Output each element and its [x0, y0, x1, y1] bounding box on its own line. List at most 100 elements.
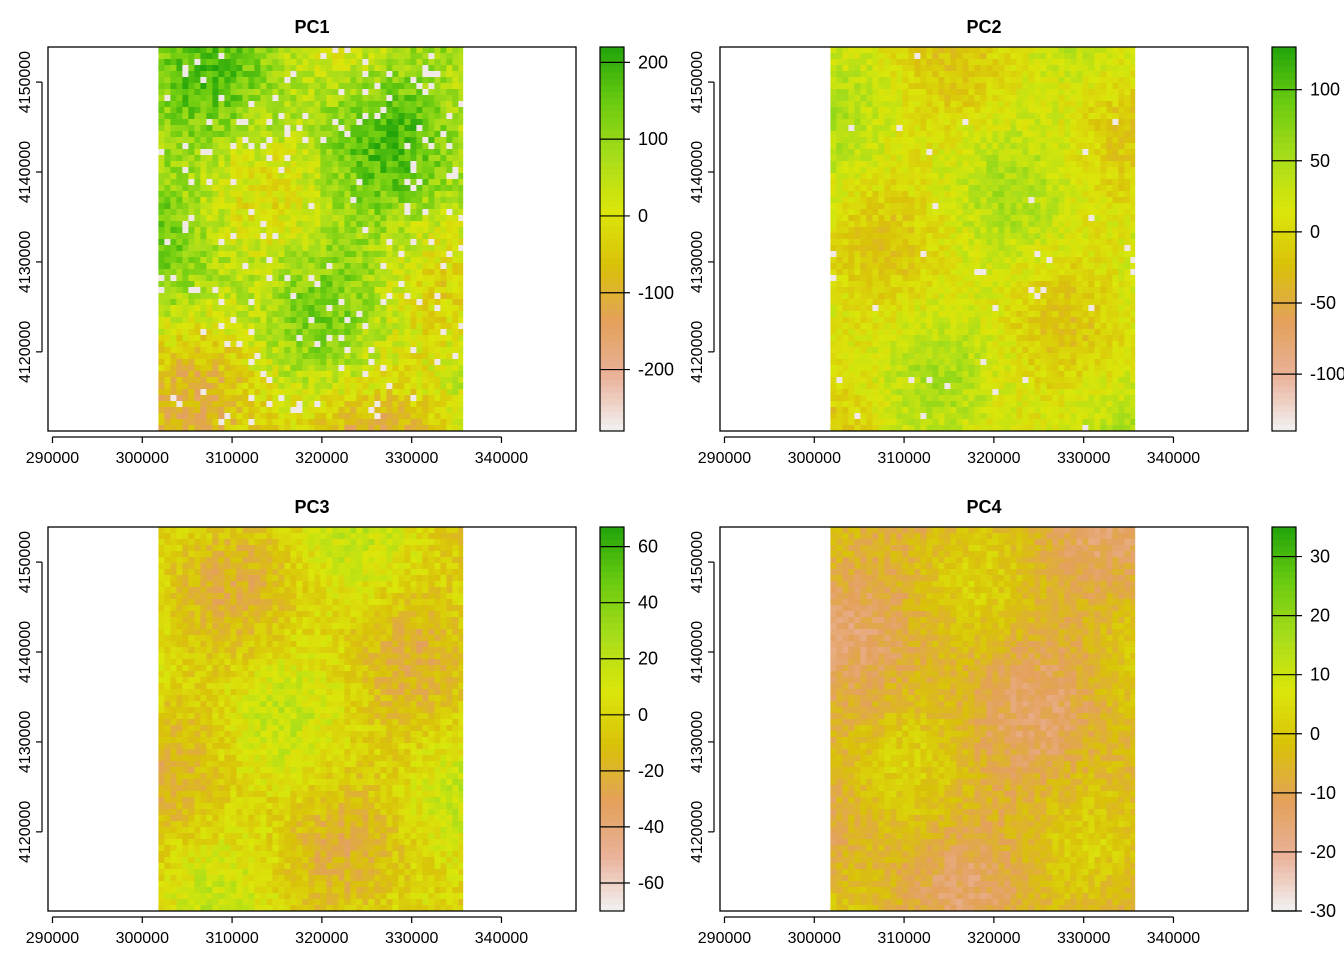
raster-cell [896, 215, 903, 222]
raster-cell [206, 329, 213, 336]
raster-cell [350, 221, 357, 228]
raster-cell [968, 203, 975, 210]
raster-cell [290, 89, 297, 96]
raster-cell [302, 419, 309, 426]
raster-cell [1094, 77, 1101, 84]
raster-cell [446, 293, 453, 300]
raster-cell [1016, 203, 1023, 210]
raster-cell [1124, 233, 1131, 240]
raster-cell [422, 65, 429, 72]
raster-cell [242, 359, 249, 366]
raster-cell [932, 59, 939, 66]
raster-cell [1088, 173, 1095, 180]
raster-cell [362, 377, 369, 384]
raster-cell [1118, 209, 1125, 216]
raster-cell [452, 407, 459, 414]
raster-cell [254, 251, 261, 258]
raster-cell [1100, 197, 1107, 204]
raster-cell [230, 395, 237, 402]
raster-cell [362, 311, 369, 318]
raster-cell [302, 83, 309, 90]
raster-cell [206, 305, 213, 312]
raster-cell [1004, 185, 1011, 192]
raster-cell [1082, 143, 1089, 150]
raster-cell [998, 119, 1005, 126]
raster-cell [944, 197, 951, 204]
raster-cell [398, 395, 405, 402]
raster-cell [374, 173, 381, 180]
raster-cell [902, 167, 909, 174]
legend-swatch [600, 283, 624, 291]
raster-cell [836, 167, 843, 174]
raster-cell [248, 131, 255, 138]
raster-cell [902, 179, 909, 186]
raster-cell [248, 107, 255, 114]
raster-cell [386, 65, 393, 72]
raster-cell [458, 179, 464, 186]
raster-cell [176, 419, 183, 426]
raster-cell [392, 413, 399, 420]
raster-cell [356, 149, 363, 156]
raster-cell [860, 221, 867, 228]
raster-cell [1124, 179, 1131, 186]
raster-cell [434, 293, 441, 300]
raster-cell [320, 257, 327, 264]
raster-cell [302, 71, 309, 78]
raster-cell [380, 149, 387, 156]
raster-cell [440, 257, 447, 264]
raster-cell [212, 269, 219, 276]
raster-cell [422, 143, 429, 150]
raster-cell [974, 161, 981, 168]
raster-cell [914, 149, 921, 156]
raster-cell [188, 395, 195, 402]
raster-cell [1064, 131, 1071, 138]
raster-cell [164, 137, 171, 144]
raster-cell [386, 329, 393, 336]
raster-cell [962, 119, 969, 126]
raster-cell [446, 383, 453, 390]
raster-cell [362, 269, 369, 276]
raster-cell [440, 275, 447, 282]
raster-cell [902, 107, 909, 114]
raster-cell [338, 287, 345, 294]
raster-cell [1094, 161, 1101, 168]
raster-cell [428, 155, 435, 162]
raster-cell [416, 407, 423, 414]
raster-cell [182, 107, 189, 114]
raster-cell [410, 65, 417, 72]
raster-cell [188, 425, 195, 432]
raster-cell [164, 95, 171, 102]
raster-cell [398, 389, 405, 396]
raster-cell [1100, 101, 1107, 108]
raster-cell [320, 179, 327, 186]
raster-cell [314, 425, 321, 432]
raster-cell [902, 89, 909, 96]
raster-cell [260, 155, 267, 162]
raster-cell [314, 275, 321, 282]
raster-cell [362, 347, 369, 354]
raster-cell [350, 167, 357, 174]
raster-cell [416, 101, 423, 108]
raster-cell [374, 323, 381, 330]
raster-cell [344, 425, 351, 432]
raster-cell [830, 227, 837, 234]
raster-cell [188, 107, 195, 114]
raster-cell [356, 377, 363, 384]
raster-cell [380, 215, 387, 222]
raster-cell [1064, 95, 1071, 102]
raster-cell [428, 83, 435, 90]
raster-cell [338, 215, 345, 222]
raster-cell [416, 299, 423, 306]
raster-cell [434, 299, 441, 306]
raster-cell [350, 323, 357, 330]
raster-cell [440, 101, 447, 108]
raster-cell [326, 209, 333, 216]
raster-cell [1034, 71, 1041, 78]
raster-cell [1040, 89, 1047, 96]
raster-cell [446, 137, 453, 144]
raster-cell [830, 173, 837, 180]
raster-cell [944, 209, 951, 216]
raster-cell [188, 311, 195, 318]
raster-cell [458, 353, 464, 360]
